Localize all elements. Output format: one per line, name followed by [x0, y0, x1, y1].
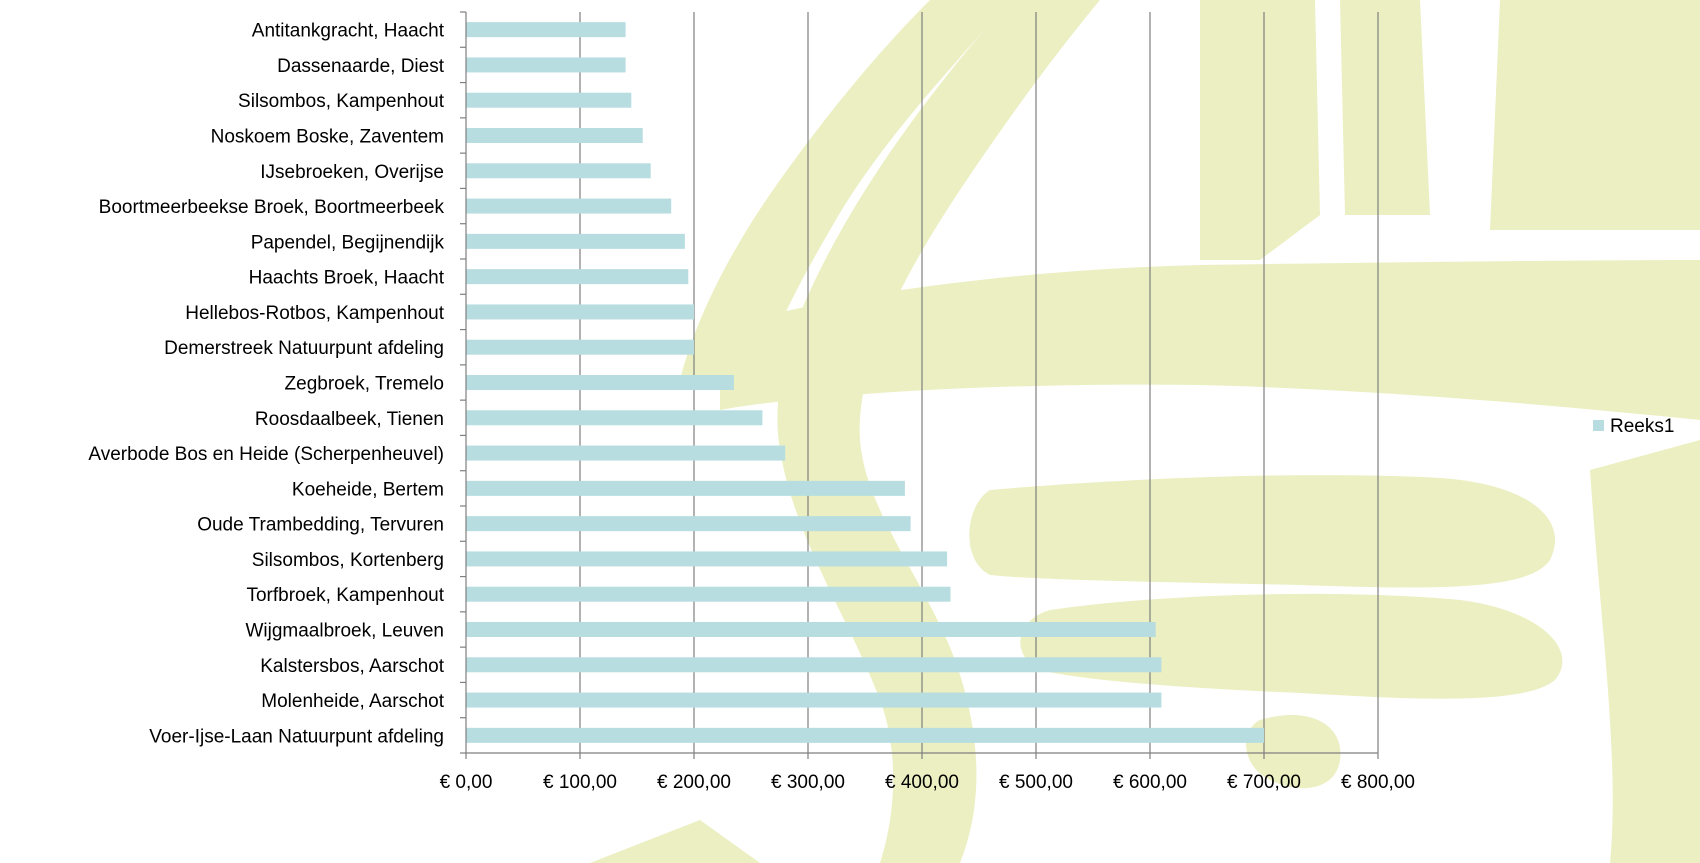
bars: [466, 22, 1264, 743]
x-tick-label: € 100,00: [543, 772, 617, 793]
bar: [466, 551, 948, 567]
bar: [466, 727, 1264, 743]
bar: [466, 586, 951, 602]
x-tick-label: € 200,00: [657, 772, 731, 793]
x-tick-labels: € 0,00 € 100,00 € 200,00 € 300,00 € 400,00 € …: [440, 772, 1415, 793]
bar: [466, 233, 685, 249]
category-label: Noskoem Boske, Zaventem: [211, 127, 444, 148]
x-tick-label: € 700,00: [1227, 772, 1301, 793]
legend-swatch: [1593, 420, 1604, 431]
bar: [466, 657, 1162, 673]
category-label: Wijgmaalbroek, Leuven: [245, 621, 444, 642]
bar: [466, 57, 626, 73]
axes: [460, 11, 1379, 759]
category-label: Kalstersbos, Aarschot: [260, 656, 444, 677]
x-tick-label: € 300,00: [771, 772, 845, 793]
category-label: Torfbroek, Kampenhout: [246, 585, 444, 606]
category-label: IJsebroeken, Overijse: [260, 162, 444, 183]
legend-label: Reeks1: [1610, 416, 1674, 437]
bar: [466, 304, 694, 320]
category-label: Hellebos-Rotbos, Kampenhout: [185, 303, 444, 324]
category-label: Haachts Broek, Haacht: [249, 268, 445, 289]
bar: [466, 269, 689, 285]
category-label: Roosdaalbeek, Tienen: [255, 409, 444, 430]
bar: [466, 22, 626, 38]
x-tick-label: € 600,00: [1113, 772, 1187, 793]
category-label: Averbode Bos en Heide (Scherpenheuvel): [88, 444, 444, 465]
legend: Reeks1: [1593, 416, 1674, 437]
x-tick-label: € 800,00: [1341, 772, 1415, 793]
bar: [466, 516, 911, 532]
x-tick-label: € 0,00: [440, 772, 493, 793]
bar: [466, 445, 786, 461]
category-label: Silsombos, Kampenhout: [238, 91, 445, 112]
bar: [466, 375, 734, 390]
x-tick-label: € 400,00: [885, 772, 959, 793]
bar: [466, 163, 651, 179]
bar: [466, 410, 763, 426]
bar: [466, 339, 694, 355]
bar: [466, 622, 1156, 637]
category-label: Koeheide, Bertem: [292, 479, 444, 500]
bar: [466, 128, 643, 143]
category-label: Boortmeerbeekse Broek, Boortmeerbeek: [99, 197, 445, 218]
background-watermark: [590, 0, 1700, 863]
category-label: Zegbroek, Tremelo: [285, 374, 444, 395]
category-label: Demerstreek Natuurpunt afdeling: [164, 338, 444, 359]
category-label: Antitankgracht, Haacht: [252, 21, 445, 42]
x-tick-label: € 500,00: [999, 772, 1073, 793]
category-label: Silsombos, Kortenberg: [252, 550, 444, 571]
bar: [466, 92, 632, 108]
bar: [466, 198, 672, 214]
bar: [466, 692, 1162, 708]
category-label: Voer-Ijse-Laan Natuurpunt afdeling: [149, 726, 444, 747]
category-label: Oude Trambedding, Tervuren: [197, 515, 444, 536]
category-label: Molenheide, Aarschot: [261, 691, 444, 712]
category-label: Dassenaarde, Diest: [277, 56, 445, 77]
bar: [466, 480, 905, 496]
category-labels: Antitankgracht, Haacht Dassenaarde, Diest…: [88, 21, 444, 748]
category-label: Papendel, Begijnendijk: [251, 232, 445, 253]
